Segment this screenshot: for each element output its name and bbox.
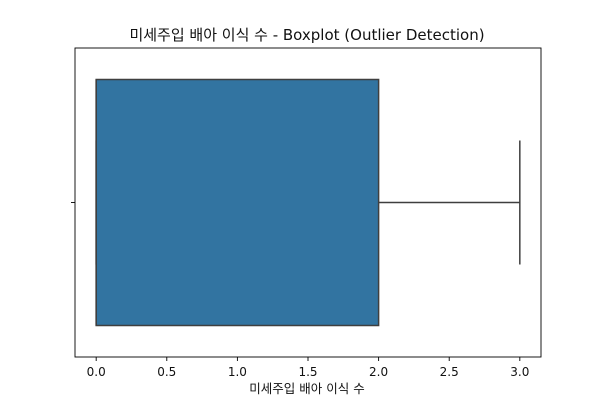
chart-title: 미세주입 배아 이식 수 - Boxplot (Outlier Detectio… — [129, 26, 484, 44]
x-tick-label: 2.0 — [369, 365, 388, 379]
x-tick-label: 1.5 — [298, 365, 317, 379]
x-tick-label: 3.0 — [510, 365, 529, 379]
plot-area — [95, 78, 521, 327]
iqr-box — [95, 78, 380, 327]
x-tick-label: 0.0 — [87, 365, 106, 379]
x-axis-label: 미세주입 배아 이식 수 — [249, 381, 364, 396]
x-tick-label: 2.5 — [440, 365, 459, 379]
x-axis: 0.0 0.5 1.0 1.5 2.0 2.5 3.0 — [71, 202, 529, 379]
x-tick-label: 0.5 — [157, 365, 176, 379]
x-tick-label: 1.0 — [228, 365, 247, 379]
